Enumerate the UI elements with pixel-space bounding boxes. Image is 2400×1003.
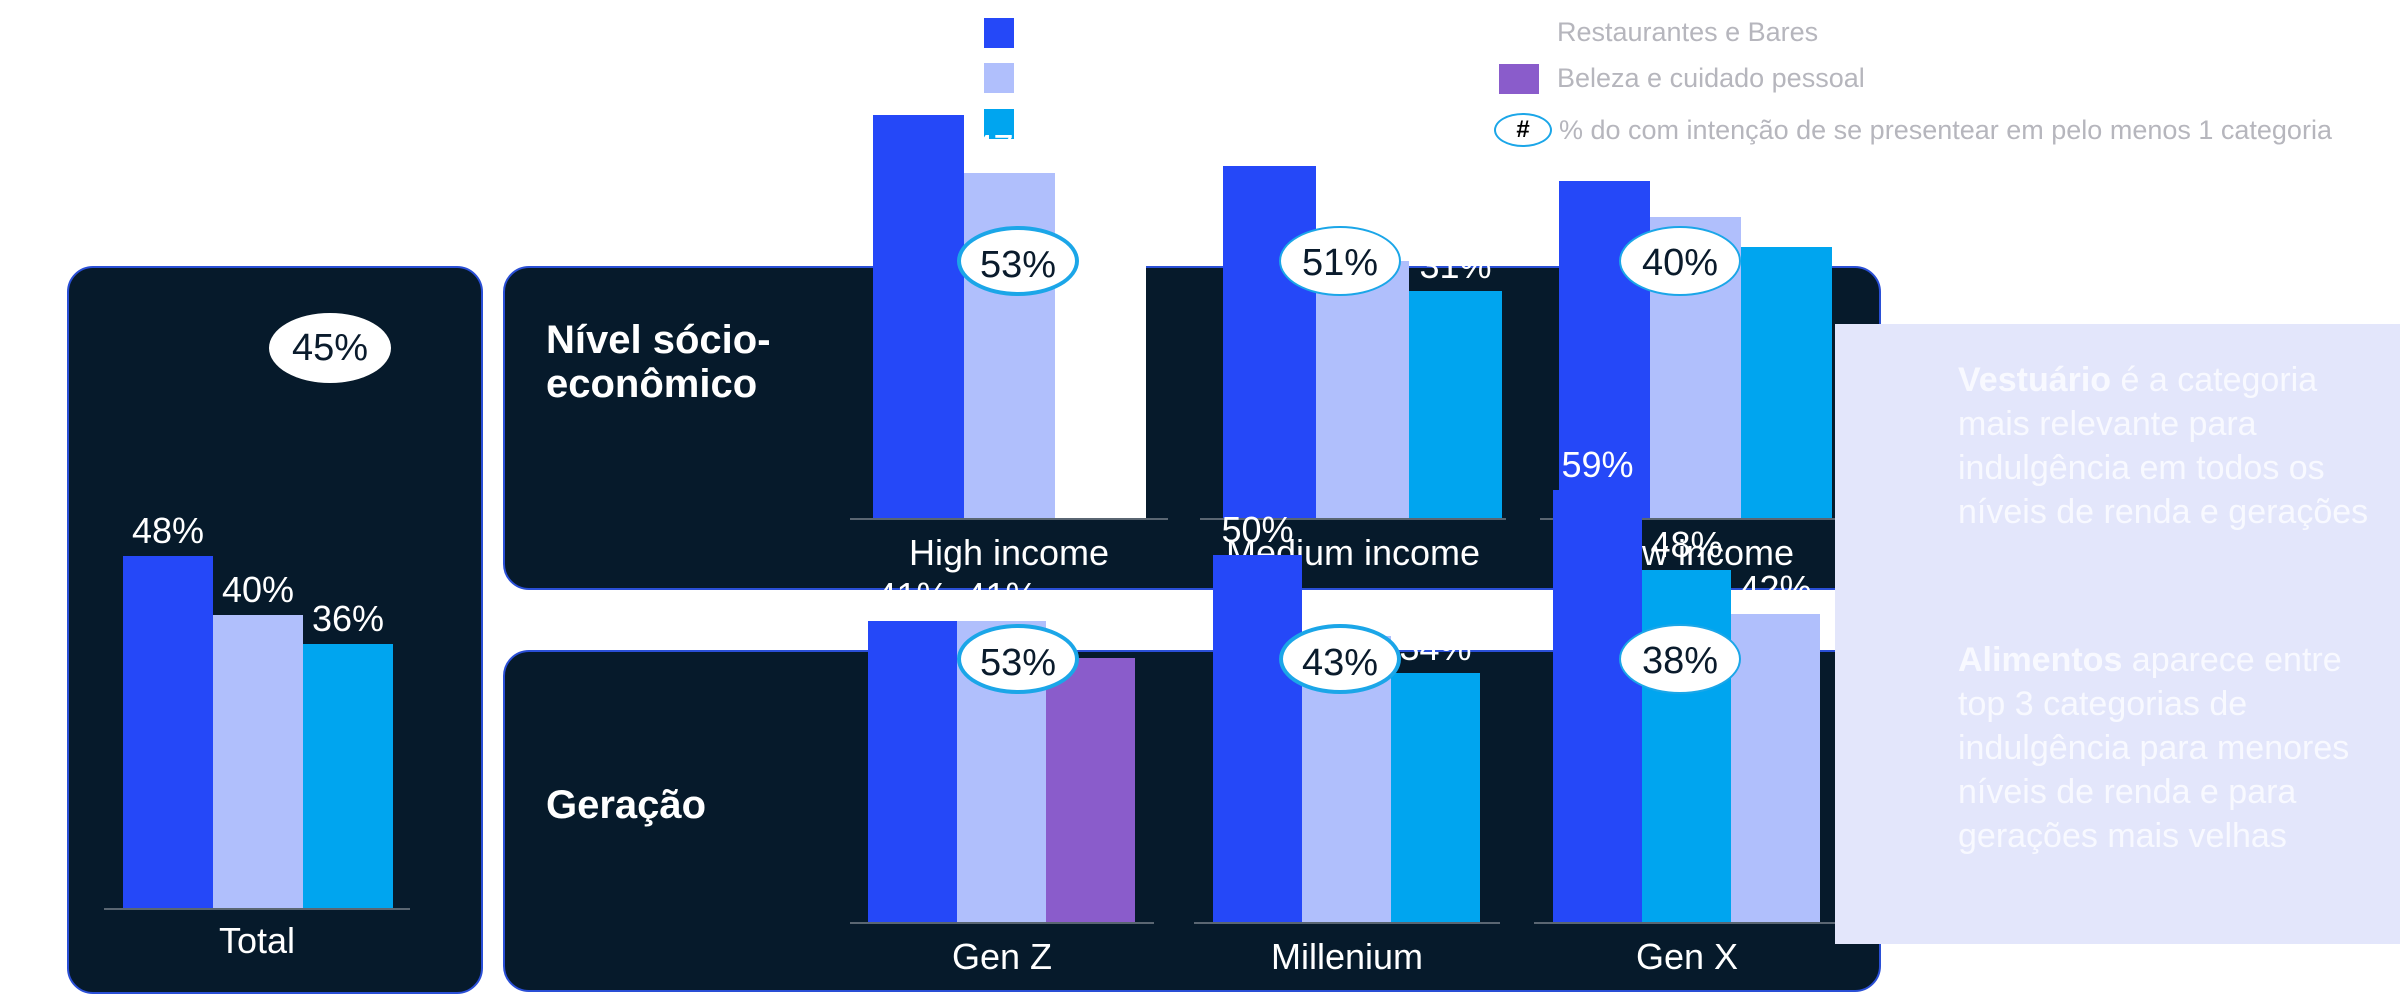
group-total-badge: 51% xyxy=(1279,226,1401,296)
axis-line xyxy=(1534,922,1840,924)
bar xyxy=(1223,166,1316,518)
axis-line xyxy=(850,922,1154,924)
bar xyxy=(1316,261,1409,518)
insight-2-text: aparece entre top 3 categorias de indulg… xyxy=(1958,641,2350,855)
category-label: Total xyxy=(218,920,296,961)
bar-value-label: 37% xyxy=(1750,201,1823,242)
bar xyxy=(868,621,957,922)
group-total-badge: 43% xyxy=(1279,624,1401,694)
socio-title: Nível sócio- econômico xyxy=(546,318,771,406)
bar xyxy=(1409,291,1502,518)
bar xyxy=(1055,188,1146,518)
bar-value-label: 46% xyxy=(1568,135,1641,176)
axis-line xyxy=(104,908,410,910)
group-total-badge: 45% xyxy=(269,313,391,383)
insight-box xyxy=(1835,324,2400,944)
bar-value-label: 55% xyxy=(882,69,955,110)
bar xyxy=(213,615,303,908)
bar xyxy=(1553,490,1642,922)
insight-1-bold: Vestuário xyxy=(1958,361,2112,399)
bar-value-label: 59% xyxy=(1561,444,1634,485)
bar xyxy=(123,556,213,908)
bar-value-label: 48% xyxy=(131,510,205,551)
bar xyxy=(1213,555,1302,922)
bar-value-label: 36% xyxy=(311,598,385,639)
legend-label-restaurantes: Restaurantes e Bares xyxy=(1557,17,1819,47)
bar-value-label: 45% xyxy=(1064,142,1137,183)
legend-swatch-purple xyxy=(1499,64,1539,94)
legend-label-beleza: Beleza e cuidado pessoal xyxy=(1557,63,1865,93)
bar-value-label: 34% xyxy=(1399,627,1472,668)
bar xyxy=(1731,614,1820,922)
bar-value-label: 48% xyxy=(1650,524,1723,565)
bar-value-label: 41% xyxy=(1659,171,1732,212)
group-total-badge: 38% xyxy=(1619,624,1741,694)
insight-note-2: Alimentos aparece entre top 3 categorias… xyxy=(1958,638,2378,858)
category-label: Gen Z xyxy=(951,936,1053,977)
axis-line xyxy=(1194,922,1500,924)
bar-value-label: 50% xyxy=(1221,509,1294,550)
bar xyxy=(964,173,1055,518)
geracao-title: Geração xyxy=(546,783,707,827)
axis-line xyxy=(1200,518,1506,520)
bar-value-label: 41% xyxy=(965,575,1038,616)
bar xyxy=(303,644,393,908)
bar-value-label: 42% xyxy=(1739,568,1812,609)
bar xyxy=(873,115,964,518)
bar-value-label: 47% xyxy=(973,127,1046,168)
bar xyxy=(1642,570,1731,922)
bar-value-label: 31% xyxy=(1419,245,1492,286)
bar xyxy=(1046,658,1135,922)
bar-value-label: 41% xyxy=(876,575,949,616)
group-total-badge: 53% xyxy=(957,624,1079,694)
category-label: High income xyxy=(908,532,1110,573)
insight-note-1: Vestuário é a categoria mais relevante p… xyxy=(1958,358,2378,534)
bar xyxy=(1391,673,1480,922)
category-label: Gen X xyxy=(1635,936,1739,977)
category-label: Millenium xyxy=(1270,936,1424,977)
hash-oval-icon: # xyxy=(1494,113,1552,147)
insight-1-text: é a categoria mais relevante para indulg… xyxy=(1958,361,2369,531)
legend-swatch-2 xyxy=(984,63,1014,93)
axis-line xyxy=(1540,518,1856,520)
axis-line xyxy=(850,518,1168,520)
insight-2-bold: Alimentos xyxy=(1958,641,2123,679)
legend-swatch-3 xyxy=(984,109,1014,139)
group-total-badge: 40% xyxy=(1619,226,1741,296)
legend-label-intencao: % do com intenção de se presentear em pe… xyxy=(1559,115,2332,145)
bar xyxy=(1741,247,1832,518)
bar-value-label: 40% xyxy=(221,569,295,610)
bar-value-label: 48% xyxy=(1233,120,1306,161)
group-total-badge: 53% xyxy=(957,226,1079,296)
legend-swatch-1 xyxy=(984,18,1014,48)
